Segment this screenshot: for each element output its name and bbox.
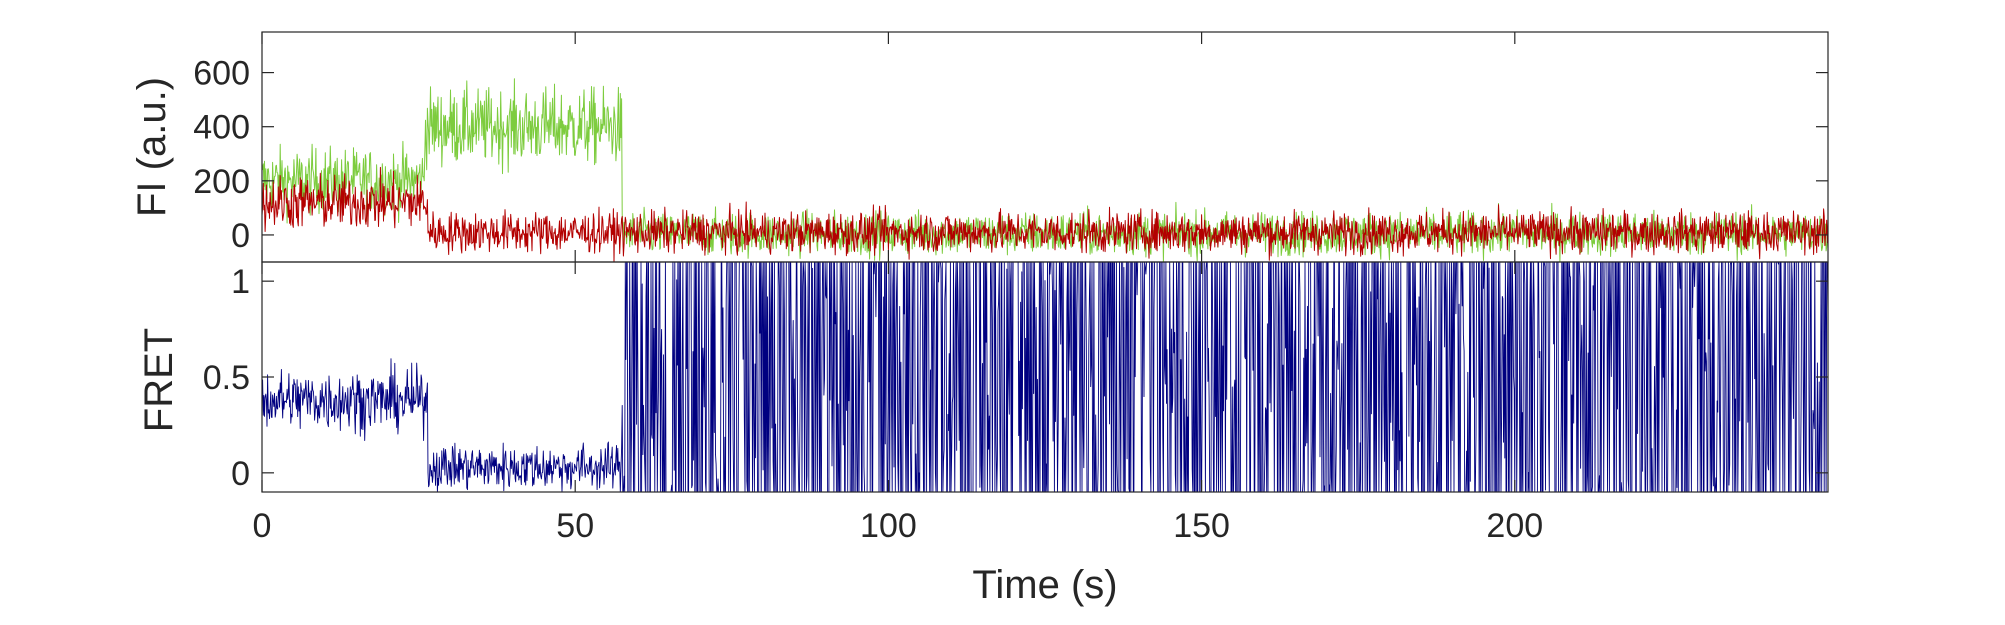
fi-series-1-line <box>261 166 1829 263</box>
fret-traces <box>261 261 1829 493</box>
fluorescence-ticks: 0 200 400 600 <box>193 32 1828 262</box>
fret-y-tick-label-0: 0 <box>231 455 250 493</box>
fret-x-tick-label-2: 100 <box>860 507 917 545</box>
fret-series-0-line <box>261 261 1829 493</box>
fret-panel: 0 50 100 150 200 0 0.5 1 FRET Time (s) <box>137 261 1829 607</box>
fret-y-tick-label-1: 0.5 <box>203 359 250 397</box>
fi-y-tick-label-2: 400 <box>193 109 250 147</box>
time-xlabel: Time (s) <box>972 563 1117 607</box>
fi-y-tick-label-1: 200 <box>193 163 250 201</box>
fluorescence-ylabel: FI (a.u.) <box>130 77 174 217</box>
fret-y-tick-label-2: 1 <box>231 263 250 301</box>
fret-x-tick-label-1: 50 <box>556 507 594 545</box>
fret-x-tick-label-0: 0 <box>253 507 272 545</box>
fi-y-tick-label-0: 0 <box>231 217 250 255</box>
fi-y-tick-label-3: 600 <box>193 55 250 93</box>
fluorescence-traces <box>261 78 1829 263</box>
fret-ylabel: FRET <box>137 328 181 432</box>
fret-ticks: 0 50 100 150 200 0 0.5 1 <box>203 262 1828 545</box>
fluorescence-panel: 0 200 400 600 FI (a.u.) <box>130 31 1829 263</box>
fret-x-tick-label-4: 200 <box>1486 507 1543 545</box>
fret-x-tick-label-3: 150 <box>1173 507 1230 545</box>
